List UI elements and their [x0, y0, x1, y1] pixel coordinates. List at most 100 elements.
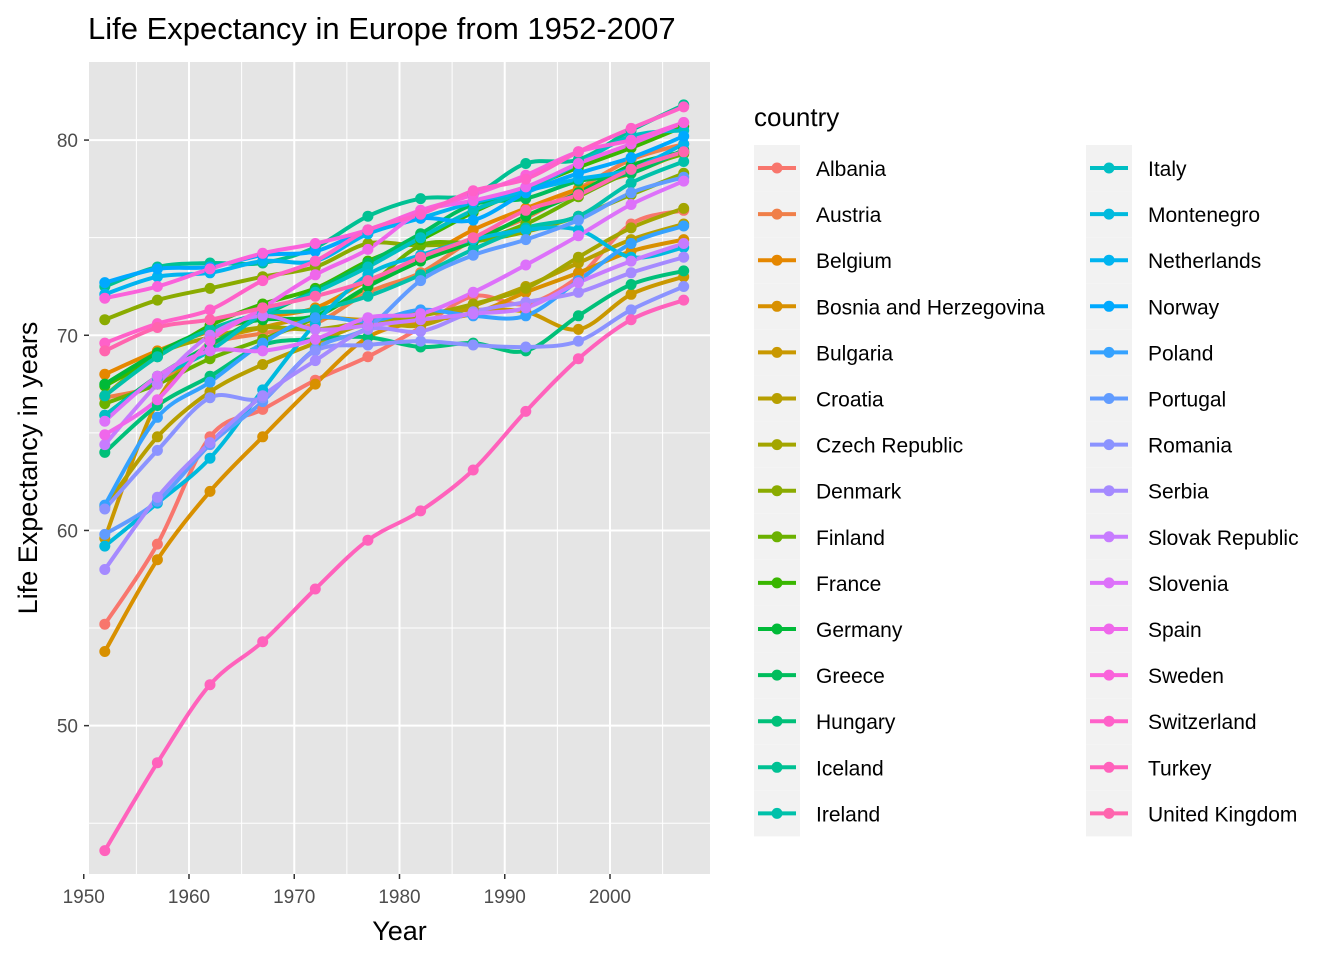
x-tick-label: 2000: [589, 887, 631, 908]
legend-key-point-united-kingdom: [1103, 807, 1115, 819]
data-point-slovenia: [151, 370, 163, 382]
data-point-turkey: [467, 464, 479, 476]
data-point-switzerland: [415, 208, 427, 220]
legend-key-point-netherlands: [1103, 254, 1115, 266]
data-point-denmark: [99, 314, 111, 326]
data-point-poland: [151, 411, 163, 423]
data-point-romania: [362, 339, 374, 351]
data-point-bulgaria: [625, 288, 637, 300]
data-point-united-kingdom: [678, 146, 690, 158]
legend-label-netherlands: Netherlands: [1148, 250, 1261, 273]
data-point-sweden: [99, 292, 111, 304]
legend-key-point-belgium: [771, 254, 783, 266]
legend-key-point-montenegro: [1103, 208, 1115, 220]
data-point-czech-republic: [625, 222, 637, 234]
data-point-ireland: [362, 290, 374, 302]
data-point-iceland: [362, 210, 374, 222]
data-point-slovenia: [99, 415, 111, 427]
legend-label-finland: Finland: [816, 527, 885, 550]
data-point-romania: [151, 444, 163, 456]
legend-key-point-croatia: [771, 393, 783, 404]
legend-key-point-romania: [1103, 439, 1115, 451]
data-point-albania: [257, 403, 269, 415]
data-point-slovenia: [625, 199, 637, 210]
data-point-romania: [99, 503, 111, 515]
data-point-belgium: [467, 224, 479, 236]
data-point-poland: [257, 337, 269, 349]
data-point-serbia: [204, 437, 216, 449]
legend-label-france: France: [816, 573, 881, 596]
legend-key-point-iceland: [771, 761, 783, 773]
data-point-norway: [309, 245, 321, 257]
data-point-sweden: [151, 281, 163, 292]
data-point-hungary: [362, 331, 374, 343]
data-point-spain: [520, 181, 532, 193]
data-point-turkey: [204, 679, 216, 691]
x-tick-label: 1970: [273, 887, 315, 908]
data-point-albania: [99, 618, 111, 630]
legend-label-slovenia: Slovenia: [1148, 573, 1229, 596]
data-point-united-kingdom: [204, 314, 216, 326]
legend-key-point-turkey: [1103, 761, 1115, 773]
legend-key-point-hungary: [771, 715, 783, 727]
data-point-switzerland: [520, 173, 532, 185]
data-point-czech-republic: [678, 202, 690, 214]
data-point-bosnia-and-herzegovina: [99, 646, 111, 657]
data-point-united-kingdom: [309, 290, 321, 302]
data-point-bosnia-and-herzegovina: [151, 554, 163, 566]
data-point-switzerland: [625, 122, 637, 134]
data-point-poland: [520, 310, 532, 322]
data-point-romania: [678, 281, 690, 292]
y-axis-title: Life Expectancy in years: [13, 322, 43, 615]
legend-key-point-slovenia: [1103, 577, 1115, 589]
data-point-slovak-republic: [99, 439, 111, 451]
data-point-slovak-republic: [678, 238, 690, 249]
data-point-montenegro: [204, 452, 216, 464]
data-point-portugal: [520, 234, 532, 246]
data-point-netherlands: [678, 138, 690, 150]
data-point-switzerland: [309, 255, 321, 267]
data-point-norway: [625, 152, 637, 164]
data-point-italy: [415, 232, 427, 244]
data-point-slovenia: [309, 333, 321, 345]
x-tick-label: 1990: [484, 887, 526, 908]
y-tick-label: 80: [57, 131, 78, 152]
y-tick-label: 60: [57, 521, 78, 542]
data-point-sweden: [625, 134, 637, 146]
data-point-italy: [467, 204, 479, 216]
legend-key-point-bulgaria: [771, 346, 783, 358]
data-point-slovenia: [467, 286, 479, 298]
data-point-poland: [678, 220, 690, 232]
data-point-switzerland: [362, 224, 374, 236]
data-point-croatia: [151, 431, 163, 443]
data-point-turkey: [625, 314, 637, 326]
data-point-slovak-republic: [467, 308, 479, 320]
data-point-switzerland: [467, 185, 479, 197]
data-point-netherlands: [151, 271, 163, 283]
data-point-ireland: [309, 304, 321, 316]
legend-key-point-denmark: [771, 485, 783, 497]
data-point-ireland: [151, 351, 163, 363]
legend-label-switzerland: Switzerland: [1148, 711, 1257, 734]
data-point-finland: [204, 353, 216, 365]
legend-key-point-czech-republic: [771, 439, 783, 451]
legend-label-sweden: Sweden: [1148, 665, 1224, 688]
data-point-slovak-republic: [520, 302, 532, 314]
data-point-ireland: [678, 156, 690, 167]
data-point-spain: [572, 158, 584, 169]
data-point-serbia: [151, 491, 163, 503]
data-point-spain: [99, 429, 111, 441]
data-point-finland: [99, 398, 111, 410]
legend-label-belgium: Belgium: [816, 250, 892, 273]
data-point-norway: [151, 263, 163, 275]
data-point-hungary: [625, 279, 637, 290]
data-point-slovak-republic: [362, 320, 374, 331]
x-tick-label: 1980: [378, 887, 420, 908]
data-point-slovenia: [257, 345, 269, 357]
data-point-united-kingdom: [362, 275, 374, 287]
data-point-bosnia-and-herzegovina: [572, 267, 584, 279]
data-point-slovak-republic: [572, 277, 584, 289]
legend-label-hungary: Hungary: [816, 711, 896, 734]
series-points: [99, 99, 690, 857]
